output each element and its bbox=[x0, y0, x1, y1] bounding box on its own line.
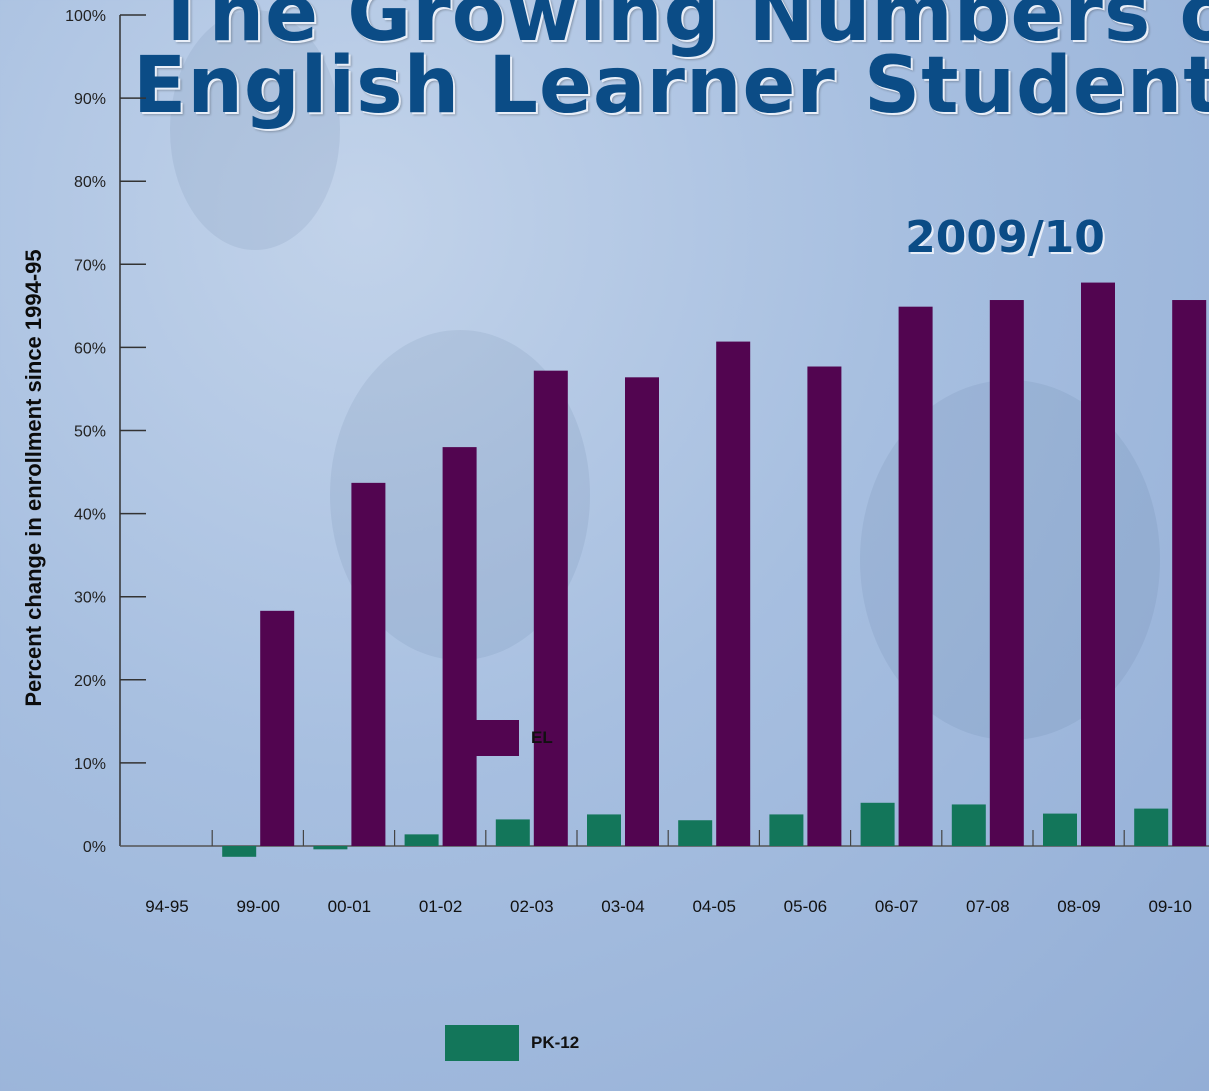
x-tick-label: 07-08 bbox=[966, 897, 1009, 916]
y-tick-label: 30% bbox=[74, 590, 106, 607]
legend-item-pk12: PK-12 bbox=[445, 1025, 579, 1061]
x-tick-label: 03-04 bbox=[601, 897, 644, 916]
legend-label-pk12: PK-12 bbox=[531, 1033, 580, 1052]
legend-item-el: EL bbox=[445, 720, 553, 756]
bar-pk12 bbox=[222, 846, 257, 857]
y-tick-label: 70% bbox=[74, 257, 106, 274]
bar-el bbox=[1081, 282, 1115, 846]
bar-el bbox=[442, 447, 477, 846]
legend-label-el: EL bbox=[531, 728, 553, 747]
bar-el bbox=[807, 366, 842, 846]
bar-el bbox=[351, 482, 386, 846]
bar-pk12 bbox=[1043, 813, 1077, 846]
chart-title-line-1: The Growing Numbers of bbox=[154, 0, 1209, 59]
y-tick-label: 10% bbox=[74, 756, 106, 773]
x-tick-label: 04-05 bbox=[692, 897, 735, 916]
y-tick-label: 90% bbox=[74, 91, 106, 108]
bar-el bbox=[260, 610, 295, 846]
y-tick-label: 100% bbox=[65, 8, 106, 25]
x-tick-label: 00-01 bbox=[328, 897, 371, 916]
bar-pk12 bbox=[404, 834, 439, 846]
x-tick-label: 94-95 bbox=[145, 897, 188, 916]
y-tick-label: 60% bbox=[74, 340, 106, 357]
x-tick-label: 06-07 bbox=[875, 897, 918, 916]
bar-pk12 bbox=[1134, 808, 1169, 846]
bar-el bbox=[1172, 300, 1207, 847]
y-tick-label: 50% bbox=[74, 424, 106, 441]
chart-subtitle: 2009/10 bbox=[905, 212, 1105, 263]
x-tick-label: 01-02 bbox=[419, 897, 462, 916]
bar-el bbox=[989, 300, 1024, 847]
y-tick-label: 0% bbox=[83, 839, 106, 856]
bar-pk12 bbox=[951, 804, 986, 846]
bar-pk12 bbox=[769, 814, 804, 846]
bar-pk12 bbox=[587, 814, 621, 846]
x-tick-label: 09-10 bbox=[1148, 897, 1191, 916]
x-tick-label: 05-06 bbox=[784, 897, 827, 916]
bar-el bbox=[716, 341, 751, 846]
y-tick-label: 20% bbox=[74, 673, 106, 690]
bar-el bbox=[533, 370, 568, 846]
y-tick-label: 80% bbox=[74, 174, 106, 191]
bar-pk12 bbox=[495, 819, 530, 846]
legend-swatch-pk12 bbox=[445, 1025, 519, 1061]
x-tick-label: 02-03 bbox=[510, 897, 553, 916]
bar-pk12 bbox=[860, 802, 895, 846]
x-tick-label: 08-09 bbox=[1057, 897, 1100, 916]
chart-title-line-2: English Learner Students bbox=[133, 41, 1209, 131]
bar-pk12 bbox=[678, 820, 713, 846]
y-tick-label: 40% bbox=[74, 507, 106, 524]
bar-pk12 bbox=[313, 846, 348, 850]
chart-title: The Growing Numbers of English Learner S… bbox=[133, 0, 1209, 131]
legend-swatch-el bbox=[445, 720, 519, 756]
x-tick-label: 99-00 bbox=[236, 897, 279, 916]
background-figure bbox=[170, 10, 340, 250]
bar-el bbox=[898, 306, 933, 846]
bar-el bbox=[625, 377, 659, 846]
